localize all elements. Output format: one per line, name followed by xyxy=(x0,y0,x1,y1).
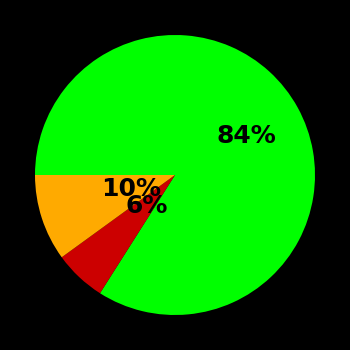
Text: 84%: 84% xyxy=(216,124,276,148)
Text: 6%: 6% xyxy=(125,194,167,218)
Wedge shape xyxy=(35,35,315,315)
Wedge shape xyxy=(35,175,175,257)
Text: 10%: 10% xyxy=(101,177,161,201)
Wedge shape xyxy=(62,175,175,293)
